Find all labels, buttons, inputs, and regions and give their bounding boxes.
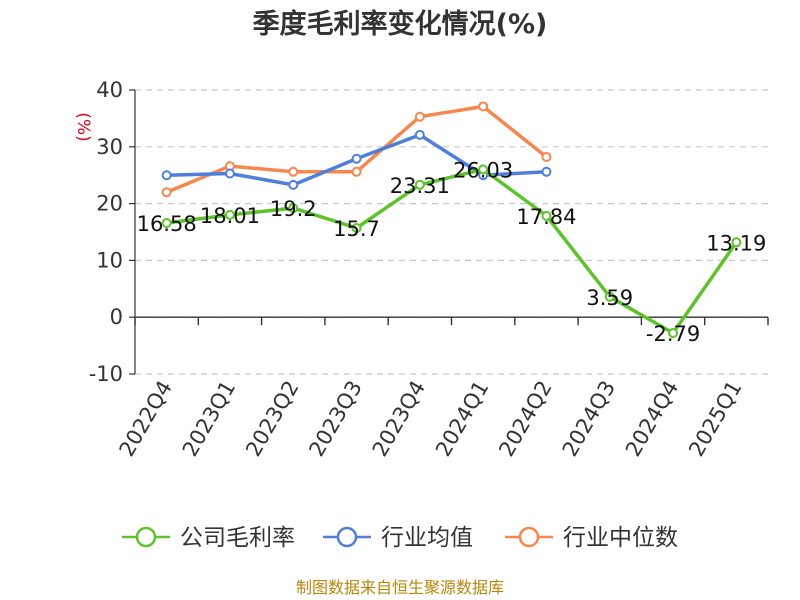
series-point-2	[414, 111, 425, 122]
y-tick-label: 0	[110, 305, 123, 329]
x-tick-label: 2023Q1	[178, 377, 240, 461]
y-axis-label: (%)	[73, 112, 93, 141]
data-label: 13.19	[706, 231, 766, 255]
y-tick-label: 20	[96, 192, 123, 216]
series-point-0	[288, 203, 299, 214]
x-tick-label: 2022Q4	[115, 377, 177, 461]
series-point-0	[161, 218, 172, 229]
series-point-0	[731, 237, 742, 248]
data-label: 17.84	[516, 205, 576, 229]
x-tick-label: 2023Q4	[368, 377, 430, 461]
series-point-0	[668, 328, 679, 339]
series-line-0	[166, 167, 738, 335]
series-point-2	[351, 166, 362, 177]
series-point-1	[541, 166, 552, 177]
x-tick-label: 2024Q1	[431, 377, 493, 461]
series-point-0	[224, 209, 235, 220]
y-tick-label: 30	[96, 135, 123, 159]
chart-title: 季度毛利率变化情况(%)	[253, 8, 548, 40]
legend-label: 行业中位数	[563, 525, 678, 551]
legend: 公司毛利率 行业均值 行业中位数	[122, 525, 678, 551]
x-tick-label: 2024Q4	[621, 377, 683, 461]
series-point-0	[414, 179, 425, 190]
data-label: 18.01	[200, 204, 260, 228]
x-tick-label: 2024Q2	[494, 377, 556, 461]
series-point-1	[224, 168, 235, 179]
series-point-2	[161, 187, 172, 198]
legend-label: 行业均值	[381, 525, 473, 551]
data-label: 23.31	[390, 174, 450, 198]
legend-marker	[336, 526, 358, 548]
axes: -10 0 10 20 30 40 2022Q4 2023Q1 2023Q2 2023Q3 2023…	[89, 78, 769, 461]
series-point-1	[351, 153, 362, 164]
y-tick-label: 10	[96, 248, 123, 272]
series-point-2	[541, 152, 552, 163]
data-label: 19.2	[270, 197, 317, 221]
source-note: 制图数据来自恒生聚源数据库	[296, 578, 504, 597]
series-point-1	[414, 129, 425, 140]
series-point-2	[288, 166, 299, 177]
y-tick-label: -10	[89, 362, 123, 386]
x-tick-label: 2023Q3	[304, 377, 366, 461]
series-point-2	[478, 101, 489, 112]
series-point-0	[351, 223, 362, 234]
series-point-1	[161, 170, 172, 181]
x-tick-label: 2025Q1	[684, 377, 746, 461]
x-tick-label: 2023Q2	[241, 377, 303, 461]
data-label: -2.79	[646, 322, 700, 346]
legend-label: 公司毛利率	[180, 525, 295, 551]
data-label: 26.03	[453, 158, 513, 182]
data-label: 3.59	[586, 286, 633, 310]
series-point-0	[604, 291, 615, 302]
legend-marker	[135, 526, 157, 548]
data-label: 16.58	[137, 212, 197, 236]
series-point-0	[478, 164, 489, 175]
data-label: 15.7	[333, 217, 380, 241]
y-tick-label: 40	[96, 78, 123, 102]
series-point-0	[541, 210, 552, 221]
series-point-1	[288, 179, 299, 190]
series-layer	[161, 101, 742, 339]
x-tick-label: 2024Q3	[558, 377, 620, 461]
legend-marker	[518, 526, 540, 548]
